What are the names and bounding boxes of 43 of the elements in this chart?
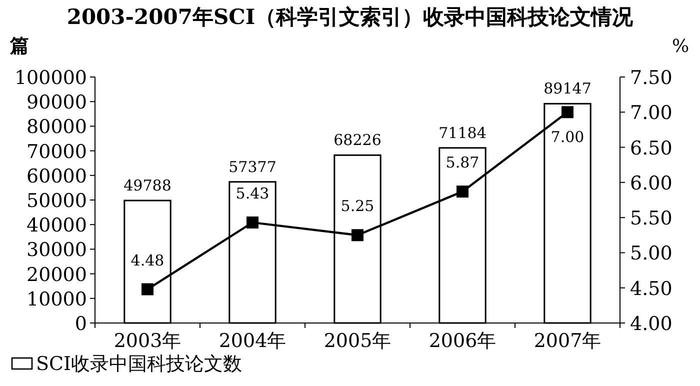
data-label: 71184	[438, 124, 486, 142]
y-axis-title: 篇	[9, 35, 29, 57]
y2-tick-label: 4.00	[630, 313, 672, 335]
data-label: 7.00	[550, 128, 584, 146]
y-tick-label: 10000	[26, 288, 87, 310]
x-tick-label: 2005年	[324, 330, 392, 352]
point	[456, 186, 468, 198]
point	[246, 216, 258, 228]
y2-tick-label: 7.50	[630, 67, 672, 89]
y2-tick-label: 6.00	[630, 172, 672, 194]
point	[142, 283, 154, 296]
point	[352, 229, 364, 242]
legend-label: SCI收录中国科技论文数	[36, 353, 242, 375]
chart-title: 2003-2007年SCI（科学引文索引）收录中国科技论文情况	[66, 4, 634, 29]
y-tick-label: 60000	[26, 165, 87, 188]
y-tick-label: 40000	[26, 214, 87, 237]
y-tick-label: 30000	[26, 239, 87, 262]
x-tick-label: 2007年	[534, 330, 602, 352]
y2-tick-label: 6.50	[630, 137, 672, 160]
data-label: 5.87	[446, 154, 480, 172]
x-tick-label: 2004年	[218, 330, 286, 352]
y-tick-label: 20000	[26, 264, 87, 286]
data-label: 49788	[124, 176, 172, 195]
y2-tick-label: 5.50	[630, 208, 672, 230]
y2-axis-title: %	[672, 36, 690, 57]
data-label: 5.43	[236, 184, 270, 202]
y-tick-label: 90000	[26, 92, 87, 114]
y2-tick-label: 7.00	[630, 102, 672, 124]
data-label: 57377	[228, 158, 276, 176]
data-label: 68226	[334, 131, 382, 150]
y-tick-label: 70000	[26, 140, 87, 163]
y-tick-label: 100000	[14, 67, 87, 89]
y-tick-label: 50000	[26, 190, 87, 212]
data-label: 5.25	[340, 197, 374, 216]
y-tick-label: 0	[74, 313, 87, 335]
data-label: 89147	[544, 80, 592, 98]
x-tick-label: 2003年	[114, 330, 182, 352]
y2-tick-label: 4.50	[630, 278, 672, 300]
y2-tick-label: 5.00	[630, 242, 672, 265]
point	[562, 106, 574, 118]
data-label: 4.48	[130, 251, 164, 270]
y-tick-label: 80000	[26, 116, 87, 138]
x-tick-label: 2006年	[428, 330, 496, 352]
